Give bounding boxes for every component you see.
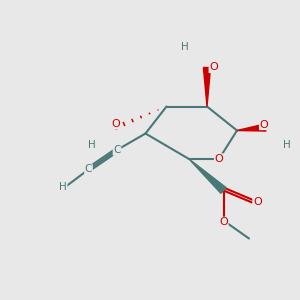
Text: H: H	[88, 140, 95, 151]
Polygon shape	[237, 124, 266, 131]
Text: C: C	[85, 164, 92, 175]
Text: H: H	[59, 182, 67, 193]
Text: O: O	[219, 217, 228, 227]
Text: C: C	[113, 145, 121, 155]
Polygon shape	[189, 159, 226, 194]
Text: H: H	[283, 140, 290, 151]
Text: O: O	[209, 62, 218, 73]
Polygon shape	[203, 68, 211, 106]
Text: O: O	[214, 154, 224, 164]
Text: O: O	[111, 119, 120, 129]
Text: H: H	[181, 41, 188, 52]
Text: O: O	[260, 119, 268, 130]
Text: O: O	[253, 196, 262, 207]
